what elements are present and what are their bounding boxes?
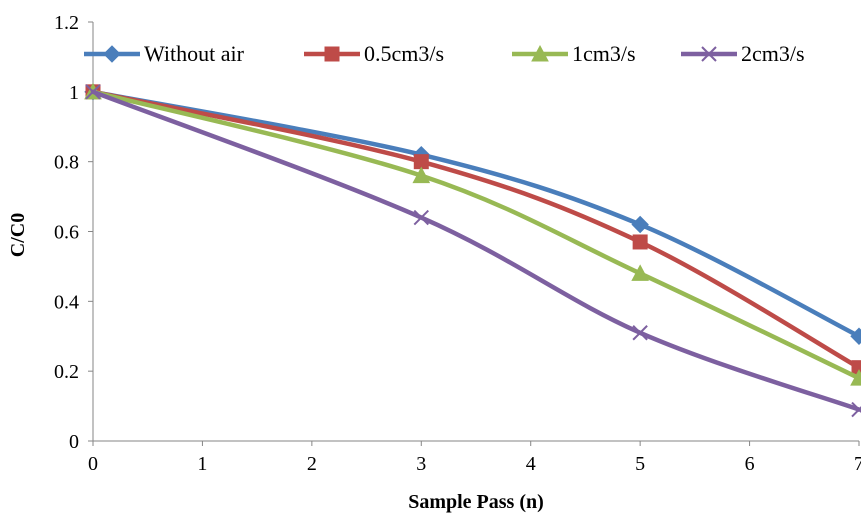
series-1 (85, 84, 861, 376)
x-tick-label: 6 (745, 453, 755, 475)
legend-marker (701, 46, 717, 62)
data-point-marker (851, 401, 861, 418)
y-axis-title: C/C0 (7, 213, 29, 257)
legend-label: 1cm3/s (572, 41, 636, 66)
y-tick-label: 0 (69, 431, 79, 453)
data-point-marker (413, 209, 429, 226)
legend: Without air 0.5cm3/s 1cm3/s 2cm3/s (84, 41, 805, 66)
legend-item: 1cm3/s (512, 41, 636, 66)
y-tick-label: 1.2 (54, 12, 79, 34)
series-0 (84, 83, 861, 345)
x-tick-label: 3 (416, 453, 426, 475)
data-point-marker (850, 327, 861, 345)
data-point-marker (413, 154, 429, 170)
legend-label: 0.5cm3/s (364, 41, 444, 66)
x-tick-label: 7 (854, 453, 861, 475)
series-line (90, 89, 861, 381)
legend-item: 0.5cm3/s (304, 41, 444, 66)
legend-marker (103, 45, 121, 63)
legend-marker (531, 44, 549, 62)
data-point-marker (631, 264, 649, 281)
series-line (90, 89, 861, 370)
data-point-marker (632, 234, 648, 250)
axes: 0 0.2 0.4 0.6 0.8 1 1.2 0 1 2 3 4 5 6 7 (54, 12, 861, 475)
y-tick-label: 0.2 (54, 361, 79, 383)
legend-label: 2cm3/s (741, 41, 805, 66)
y-tick-label: 0.8 (54, 152, 79, 174)
series-3 (85, 84, 861, 418)
series-line (90, 89, 861, 339)
y-tick-label: 0.4 (54, 291, 79, 313)
legend-item: Without air (84, 41, 245, 66)
y-tick-label: 0.6 (54, 222, 79, 244)
data-point-marker (632, 325, 648, 341)
x-tick-label: 2 (307, 453, 317, 475)
x-tick-label: 0 (88, 453, 98, 475)
series-line (90, 89, 861, 412)
x-tick-label: 4 (526, 453, 536, 475)
x-axis-title: Sample Pass (n) (408, 491, 544, 513)
series-group (84, 82, 861, 418)
x-tick-label: 1 (197, 453, 207, 475)
data-point-marker (631, 215, 649, 234)
data-point-marker (850, 369, 861, 386)
data-point-marker (412, 166, 431, 184)
data-point-marker (85, 84, 101, 100)
x-tick-label: 5 (635, 453, 645, 475)
series-2 (84, 82, 861, 386)
legend-marker (324, 46, 340, 62)
legend-item: 2cm3/s (681, 41, 805, 66)
y-tick-label: 1 (69, 82, 79, 104)
legend-label: Without air (144, 41, 245, 66)
